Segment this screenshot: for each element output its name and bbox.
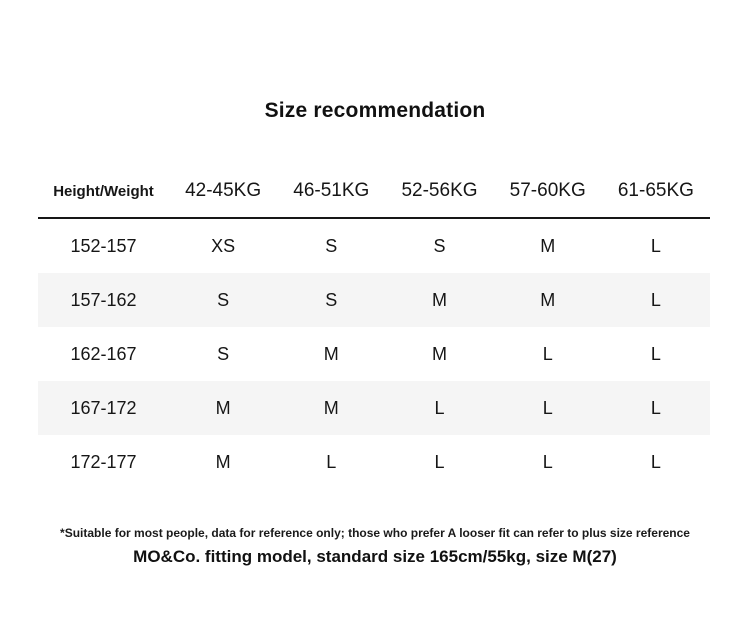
size-cell: L — [650, 343, 661, 364]
height-range-cell: 162-167 — [70, 343, 137, 364]
size-cell: L — [434, 397, 445, 418]
size-cell: L — [650, 397, 661, 418]
disclaimer-footnote: *Suitable for most people, data for refe… — [60, 526, 690, 540]
page-title: Size recommendation — [264, 99, 486, 122]
column-header-weight-3: 52-56KG — [401, 180, 478, 201]
size-cell: L — [434, 451, 445, 472]
size-cell: L — [542, 343, 553, 364]
table-row: 157-162 S S M M L — [38, 273, 710, 327]
size-cell: M — [540, 289, 556, 310]
size-chart-page: Size recommendation Height/Weight 42-45K… — [38, 99, 710, 566]
size-cell: M — [215, 397, 231, 418]
height-range-cell: 172-177 — [70, 451, 137, 472]
size-cell: M — [323, 343, 339, 364]
size-cell: M — [431, 343, 447, 364]
size-cell: M — [431, 289, 447, 310]
column-header-height-weight: Height/Weight — [53, 182, 154, 200]
size-cell: M — [540, 235, 556, 256]
size-cell: S — [217, 289, 230, 310]
size-cell: L — [650, 235, 661, 256]
size-cell: S — [325, 289, 338, 310]
table-row: 167-172 M M L L L — [38, 381, 710, 435]
fitting-model-info: MO&Co. fitting model, standard size 165c… — [133, 547, 617, 566]
size-cell: L — [326, 451, 337, 472]
size-cell: M — [323, 397, 339, 418]
size-cell: L — [650, 451, 661, 472]
table-row: 172-177 M L L L L — [38, 435, 710, 489]
table-row: 152-157 XS S S M L — [38, 219, 710, 273]
height-range-cell: 152-157 — [70, 235, 137, 256]
column-header-weight-5: 61-65KG — [617, 180, 694, 201]
column-header-weight-4: 57-60KG — [509, 180, 586, 201]
size-cell: XS — [211, 235, 236, 256]
height-range-cell: 157-162 — [70, 289, 137, 310]
size-cell: S — [433, 235, 446, 256]
table-header-row: Height/Weight 42-45KG 46-51KG 52-56KG 57… — [38, 165, 710, 219]
height-range-cell: 167-172 — [70, 397, 137, 418]
size-cell: L — [650, 289, 661, 310]
size-cell: M — [215, 451, 231, 472]
size-cell: L — [542, 451, 553, 472]
column-header-weight-1: 42-45KG — [185, 180, 262, 201]
size-cell: L — [542, 397, 553, 418]
column-header-weight-2: 46-51KG — [293, 180, 370, 201]
size-cell: S — [325, 235, 338, 256]
size-cell: S — [217, 343, 230, 364]
size-table: Height/Weight 42-45KG 46-51KG 52-56KG 57… — [38, 165, 710, 489]
table-row: 162-167 S M M L L — [38, 327, 710, 381]
